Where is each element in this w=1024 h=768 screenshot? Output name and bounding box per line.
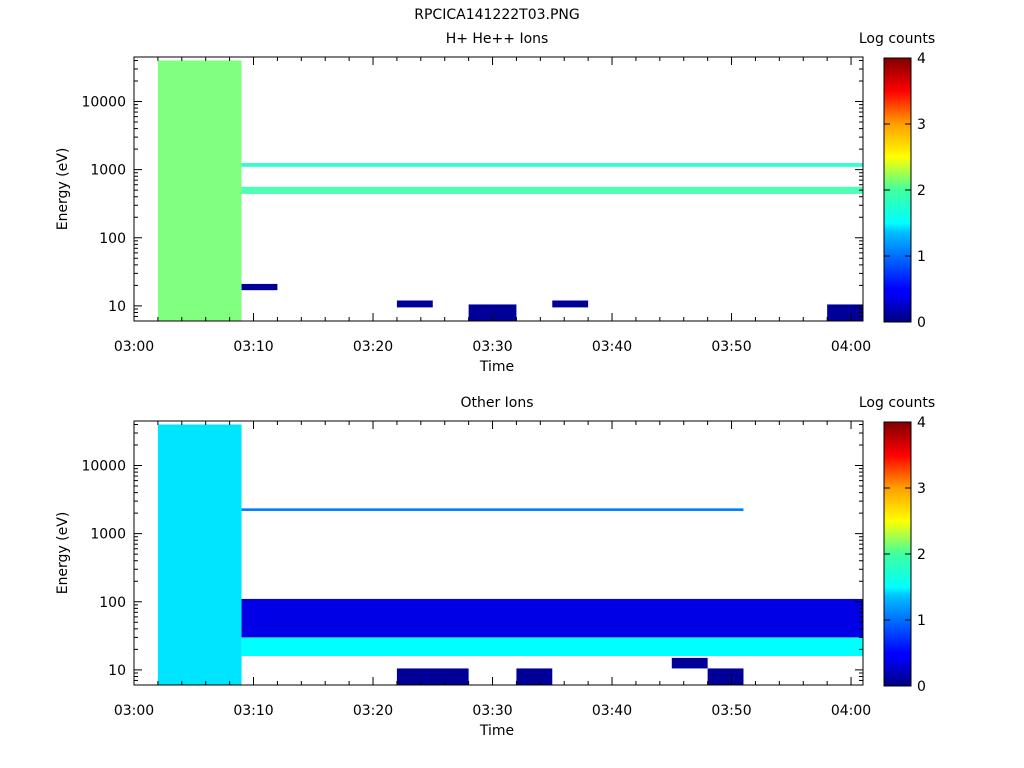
colorbar-tick-label: 4 <box>917 51 926 67</box>
x-tick-label: 03:00 <box>114 339 154 355</box>
y-axis: 10 100 1000 10000 <box>81 423 863 686</box>
spectrogram-plot-area <box>157 424 863 685</box>
y-tick-label: 100 <box>99 595 126 611</box>
spectrogram-cell <box>396 300 433 308</box>
x-tick-label: 03:50 <box>711 703 751 719</box>
y-tick-label: 1000 <box>90 163 126 179</box>
spectrogram-cell <box>241 637 863 656</box>
plot-frame <box>133 420 864 686</box>
x-tick-label: 03:00 <box>114 703 154 719</box>
spectrogram-cell <box>827 304 863 321</box>
colorbar-tick-label: 0 <box>917 315 926 331</box>
y-tick-label: 10000 <box>81 95 126 111</box>
spectrogram-cell <box>671 657 708 669</box>
x-tick-label: 04:00 <box>831 339 871 355</box>
spectrogram-cell <box>552 300 589 308</box>
y-axis-label: Energy (eV) <box>55 148 71 231</box>
spectrogram-cell <box>157 60 242 321</box>
spectrogram-cell <box>241 163 863 167</box>
y-tick-label: 10 <box>108 663 126 679</box>
x-tick-label: 03:40 <box>592 339 632 355</box>
colorbar-tick-label: 0 <box>917 679 926 695</box>
panel-title: Other Ions <box>460 395 533 411</box>
x-axis-label: Time <box>479 723 514 739</box>
x-axis: 03:00 03:10 03:20 03:30 03:40 03:50 04:00 <box>114 421 871 719</box>
spectrogram-cell <box>707 668 744 685</box>
panel-h-he-ions: H+ He++ Ions Log counts 03:00 03:10 03:20 0… <box>55 31 935 375</box>
panel-other-ions: Other Ions Log counts 03:00 03:10 03:20 03:… <box>55 395 935 739</box>
spectrogram-cell <box>241 598 863 638</box>
colorbar-label: Log counts <box>859 395 935 411</box>
x-axis: 03:00 03:10 03:20 03:30 03:40 03:50 04:00 <box>114 57 871 355</box>
spectrogram-cell <box>468 304 517 321</box>
y-axis: 10 100 1000 10000 <box>81 59 863 322</box>
x-tick-label: 03:20 <box>353 339 393 355</box>
colorbar-tick-label: 1 <box>917 613 926 629</box>
y-tick-label: 100 <box>99 231 126 247</box>
y-axis-label: Energy (eV) <box>55 512 71 595</box>
spectrogram-cell <box>516 668 553 685</box>
spectrogram-plot-area <box>157 60 863 321</box>
plot-frame <box>133 56 864 322</box>
x-tick-label: 03:40 <box>592 703 632 719</box>
colorbar: 0 1 2 3 4 <box>883 51 926 331</box>
spectrogram-cell <box>157 424 242 685</box>
spectrogram-cell <box>396 668 469 685</box>
x-tick-label: 03:10 <box>233 703 273 719</box>
spectrogram-cell <box>241 186 863 194</box>
x-axis-label: Time <box>479 359 514 375</box>
y-tick-label: 10000 <box>81 459 126 475</box>
figure-title: RPCICA141222T03.PNG <box>414 7 579 23</box>
colorbar-tick-label: 3 <box>917 481 926 497</box>
colorbar-tick-label: 2 <box>917 547 926 563</box>
colorbar-tick-label: 3 <box>917 117 926 133</box>
x-tick-label: 03:30 <box>472 339 512 355</box>
y-tick-label: 10 <box>108 299 126 315</box>
colorbar-tick-label: 2 <box>917 183 926 199</box>
colorbar: 0 1 2 3 4 <box>883 415 926 695</box>
spectrogram-cell <box>241 508 744 511</box>
x-tick-label: 03:20 <box>353 703 393 719</box>
colorbar-tick-label: 1 <box>917 249 926 265</box>
spectrogram-cell <box>241 283 278 291</box>
colorbar-tick-label: 4 <box>917 415 926 431</box>
colorbar-ticks: 0 1 2 3 4 <box>884 415 926 695</box>
colorbar-label: Log counts <box>859 31 935 47</box>
x-tick-label: 03:10 <box>233 339 273 355</box>
x-tick-label: 04:00 <box>831 703 871 719</box>
panel-title: H+ He++ Ions <box>446 31 549 47</box>
y-tick-label: 1000 <box>90 527 126 543</box>
x-tick-label: 03:50 <box>711 339 751 355</box>
x-tick-label: 03:30 <box>472 703 512 719</box>
colorbar-ticks: 0 1 2 3 4 <box>884 51 926 331</box>
